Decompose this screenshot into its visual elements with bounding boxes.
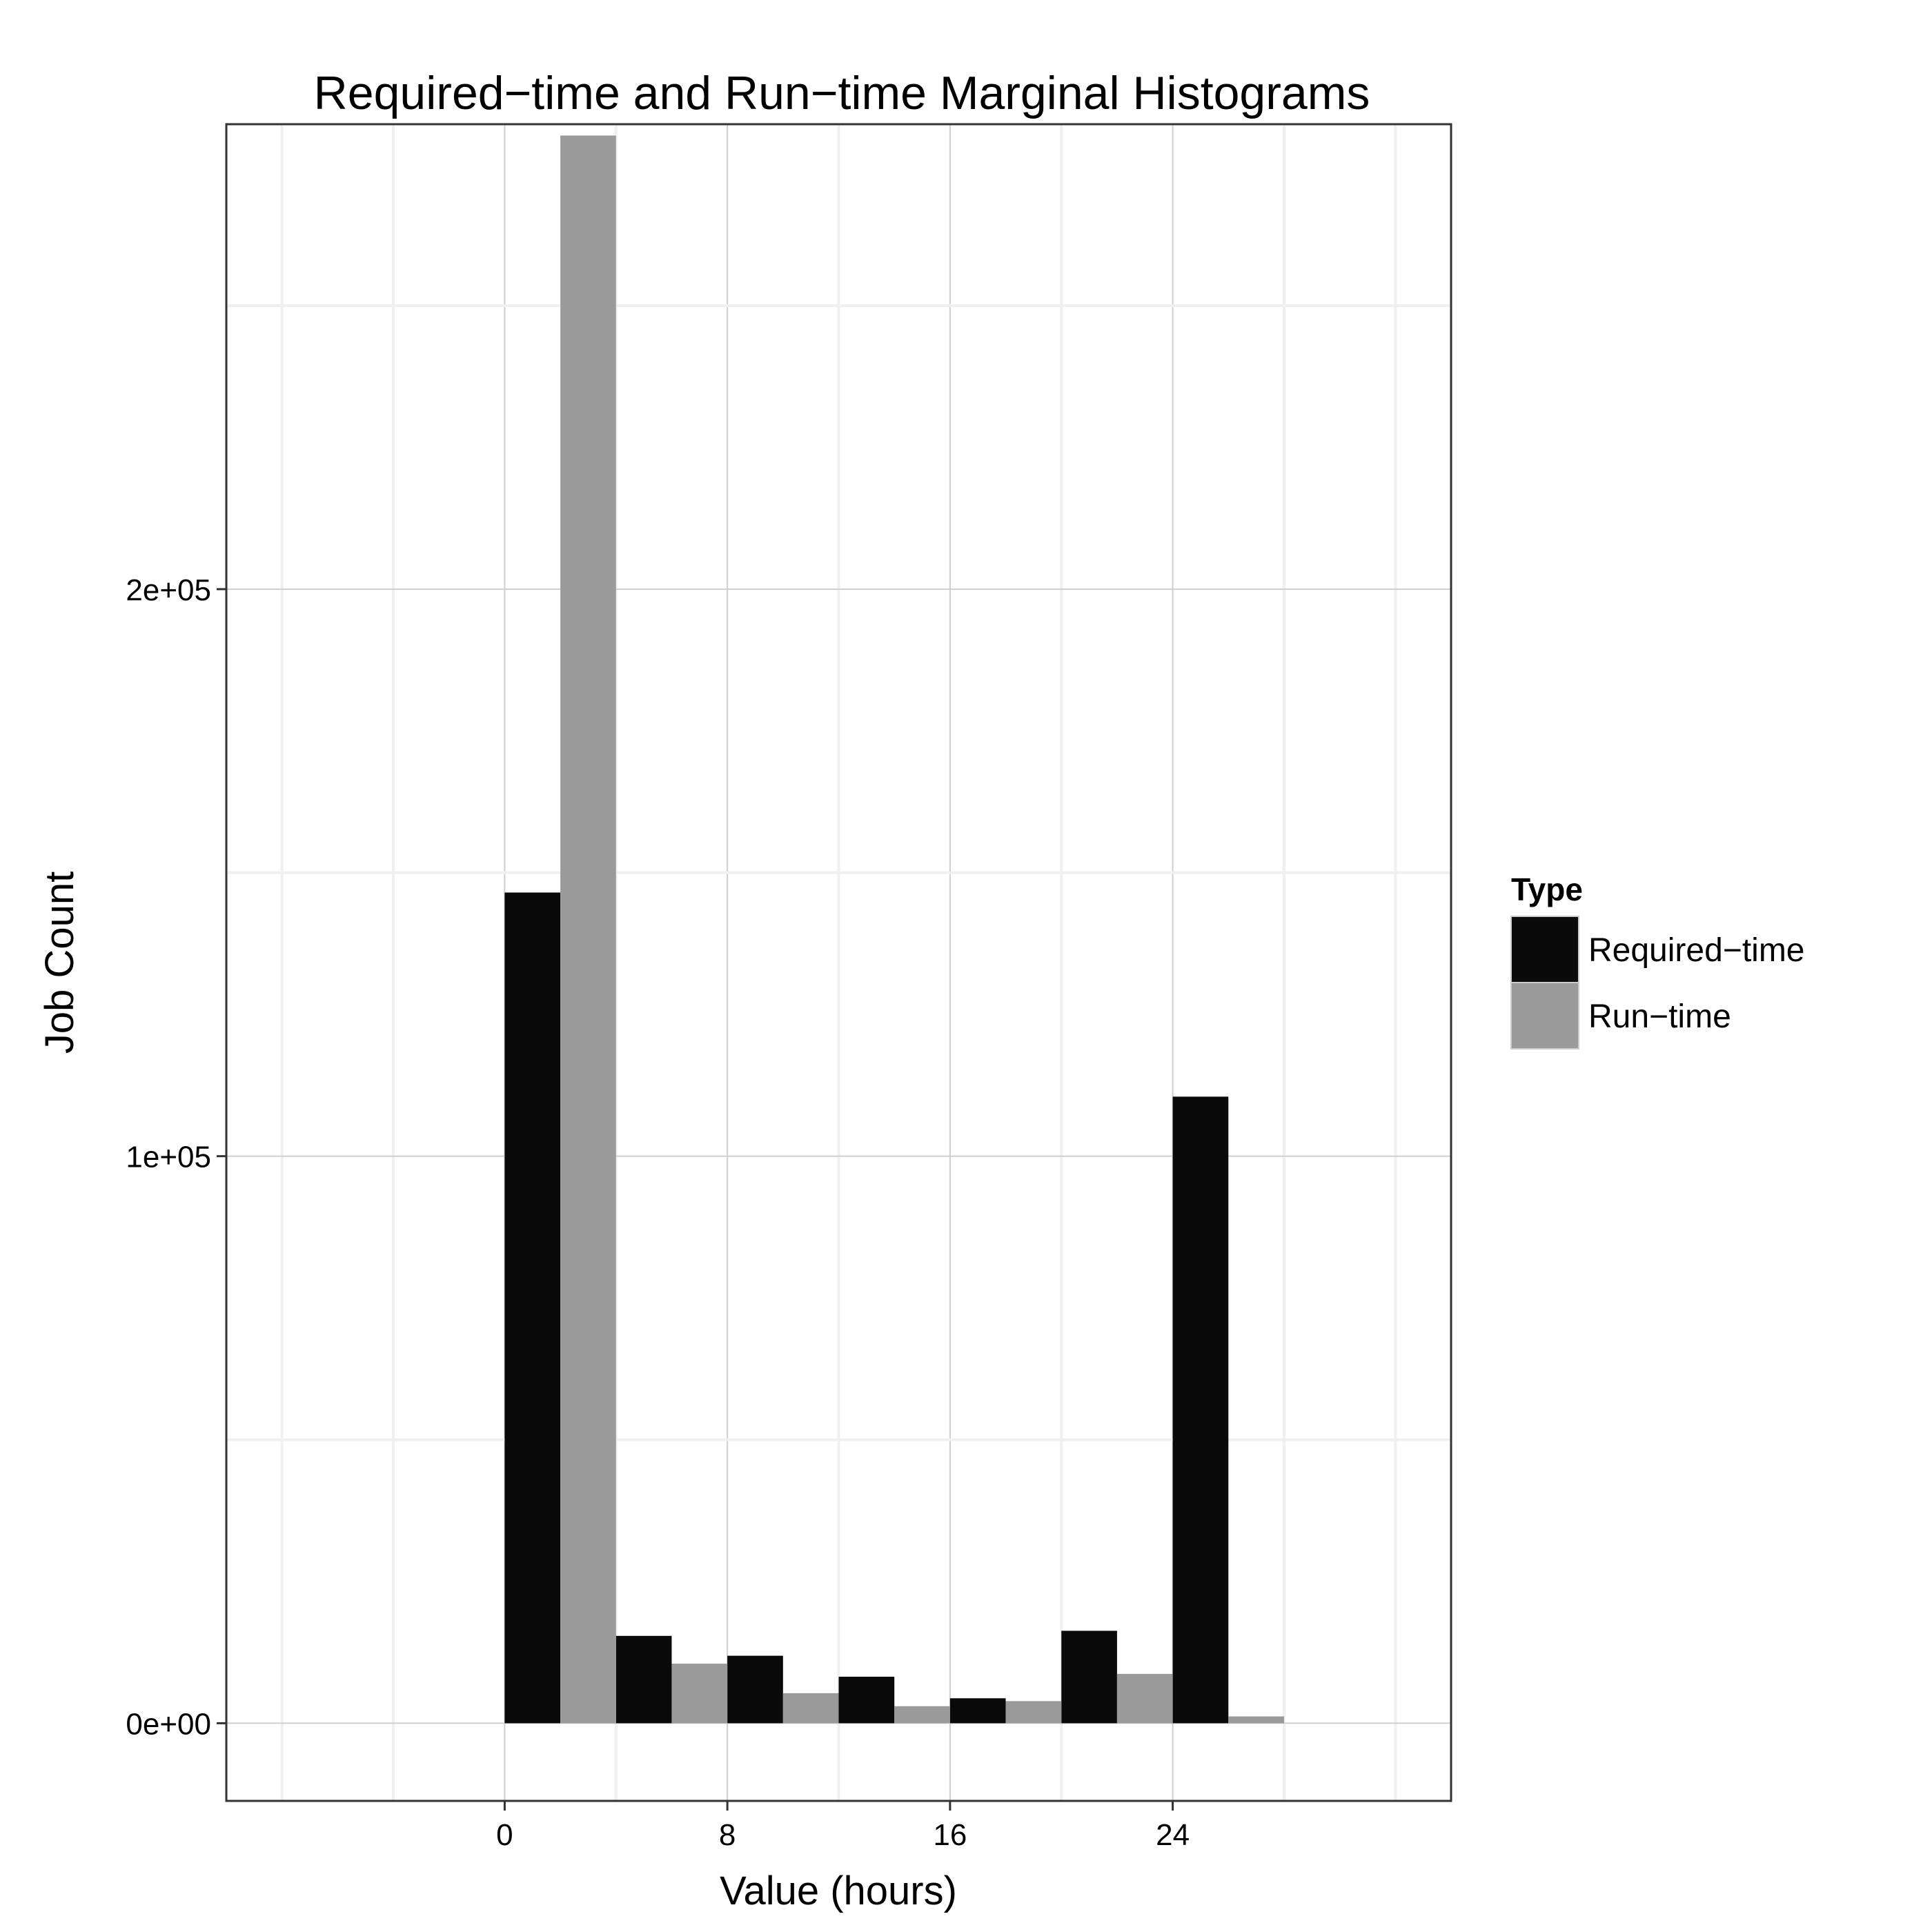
y-axis-title: Job Count bbox=[37, 871, 82, 1054]
x-axis: 0 8 16 24 bbox=[496, 1801, 1190, 1852]
legend-key-run-time bbox=[1510, 982, 1579, 1049]
x-tick-label: 16 bbox=[933, 1818, 967, 1852]
bar-run-time-bin-4 bbox=[1005, 1701, 1062, 1724]
bar-required-time-bin-1 bbox=[615, 1635, 672, 1724]
bars-layer bbox=[504, 135, 1284, 1724]
x-tick-label: 8 bbox=[719, 1818, 736, 1852]
bar-required-time-bin-3 bbox=[838, 1677, 895, 1724]
bar-run-time-bin-1 bbox=[671, 1664, 728, 1724]
x-axis-title: Value (hours) bbox=[720, 1869, 957, 1913]
bar-required-time-bin-5 bbox=[1061, 1630, 1117, 1724]
legend-items: Required−time Run−time bbox=[1510, 916, 1805, 1049]
y-tick-label: 1e+05 bbox=[126, 1141, 211, 1174]
chart-title: Required−time and Run−time Marginal Hist… bbox=[314, 67, 1370, 119]
legend-key-required-time bbox=[1510, 916, 1579, 983]
bar-run-time-bin-6 bbox=[1228, 1716, 1284, 1724]
x-tick-label: 0 bbox=[496, 1818, 513, 1852]
y-tick-label: 2e+05 bbox=[126, 573, 211, 607]
bar-required-time-bin-6 bbox=[1172, 1096, 1229, 1724]
x-tick-label: 24 bbox=[1156, 1818, 1190, 1852]
legend-title: Type bbox=[1511, 871, 1583, 907]
plot-panel-border bbox=[225, 123, 1452, 1802]
bar-required-time-bin-2 bbox=[727, 1655, 783, 1724]
bar-run-time-bin-0 bbox=[560, 135, 616, 1724]
legend: Type Required−time Run−time bbox=[1510, 871, 1805, 1049]
bar-required-time-bin-0 bbox=[504, 892, 561, 1724]
y-axis: 0e+00 1e+05 2e+05 bbox=[126, 573, 226, 1741]
bar-run-time-bin-2 bbox=[782, 1693, 839, 1724]
y-tick-label: 0e+00 bbox=[126, 1707, 211, 1741]
legend-label-run-time: Run−time bbox=[1588, 998, 1731, 1035]
legend-label-required-time: Required−time bbox=[1588, 932, 1805, 969]
bar-run-time-bin-3 bbox=[894, 1706, 950, 1724]
bar-run-time-bin-5 bbox=[1116, 1673, 1173, 1724]
bar-required-time-bin-4 bbox=[949, 1698, 1006, 1724]
